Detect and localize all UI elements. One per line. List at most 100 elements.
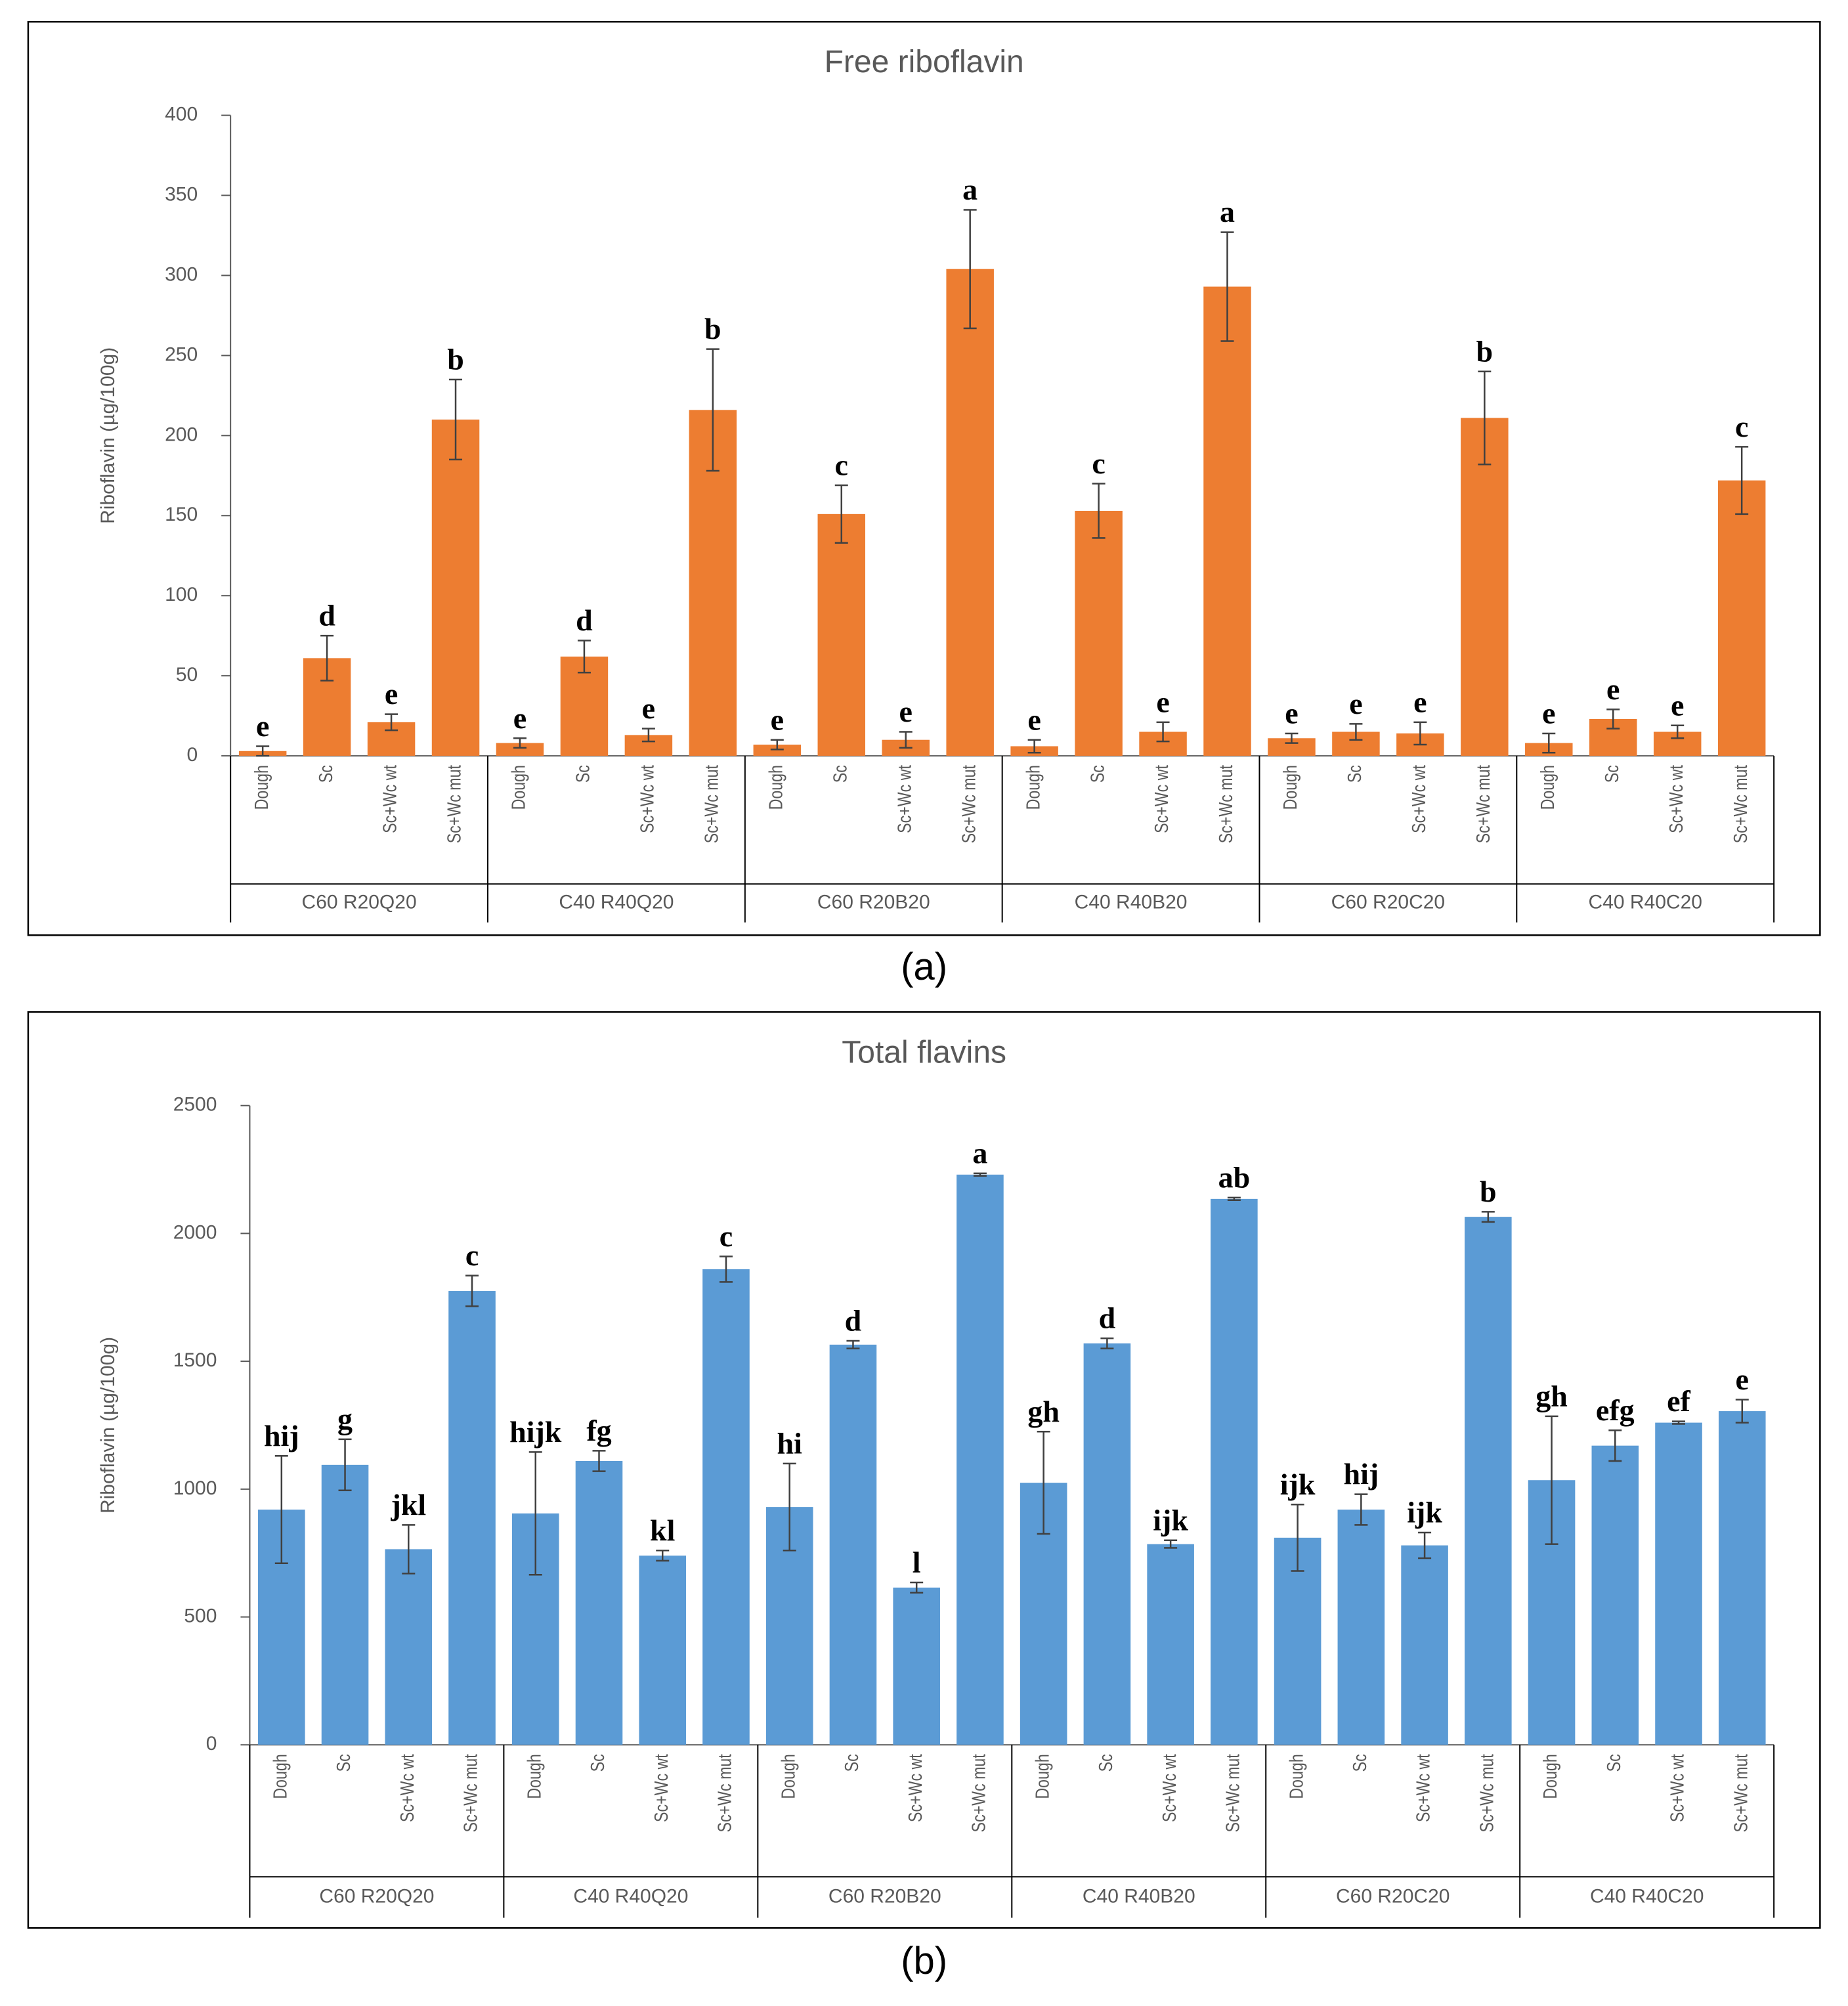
significance-label: l [913,1546,921,1579]
group-label: C40 R40Q20 [559,891,674,913]
significance-label: fg [586,1414,611,1447]
x-tick-label: Sc+Wc mut [958,764,979,843]
y-tick-label: 1500 [173,1349,217,1371]
significance-label: jkl [390,1488,426,1521]
x-tick-label: Sc+Wc mut [1222,1754,1243,1833]
bar [817,513,866,756]
significance-label: b [447,343,464,376]
significance-label: ijk [1407,1496,1442,1529]
bar [1337,1509,1385,1745]
significance-label: e [385,677,398,710]
bar [1203,286,1251,756]
x-tick-label: Dough [1279,765,1301,810]
x-tick-label: Dough [1031,1754,1053,1799]
bar [1083,1343,1131,1745]
x-tick-label: Sc+Wc wt [1665,764,1687,833]
significance-label: a [972,1136,987,1169]
x-tick-label: Sc+Wc wt [1408,764,1430,833]
significance-label: e [1671,688,1684,722]
x-tick-label: Dough [250,765,272,810]
bar [1465,1217,1512,1745]
x-tick-label: Sc [841,1754,863,1772]
significance-label: c [720,1219,733,1253]
x-tick-label: Sc [1344,765,1365,783]
bar [702,1269,750,1745]
significance-label: a [1220,195,1235,229]
y-tick-label: 2000 [173,1221,217,1243]
group-label: C60 R20C20 [1331,891,1445,913]
x-tick-label: Dough [269,1754,291,1799]
y-tick-label: 150 [165,504,198,525]
x-tick-label: Dough [777,1754,799,1799]
bar [956,1174,1004,1745]
y-tick-label: 400 [165,104,198,125]
x-tick-label: Sc+Wc mut [1730,1754,1751,1833]
significance-label: e [771,703,784,736]
x-tick-label: Sc [587,1754,609,1772]
significance-label: e [1736,1363,1749,1396]
significance-label: ijk [1153,1503,1188,1537]
significance-label: e [1156,685,1169,718]
bar [946,269,994,756]
significance-label: b [1480,1175,1497,1208]
y-tick-label: 500 [184,1605,217,1626]
chart-title: Free riboflavin [825,45,1024,79]
caption: (b) [901,1940,947,1982]
significance-label: ef [1667,1384,1690,1418]
group-label: C60 R20Q20 [302,891,417,913]
y-tick-label: 100 [165,584,198,605]
x-tick-label: Dough [1536,765,1558,810]
bar [1075,510,1123,756]
significance-label: e [642,691,655,725]
significance-label: d [845,1304,862,1338]
bar [893,1587,940,1745]
significance-label: e [1542,697,1555,730]
caption: (a) [901,946,947,988]
bar [829,1344,877,1745]
bar [1717,480,1766,756]
significance-label: e [1027,703,1041,736]
significance-label: a [962,173,978,206]
bar [1718,1411,1766,1745]
x-tick-label: Sc+Wc wt [396,1754,418,1822]
group-label: C40 R40B20 [1075,891,1188,913]
group-label: C60 R20B20 [828,1885,941,1907]
y-tick-label: 50 [176,664,198,686]
significance-label: e [256,709,269,743]
y-axis-label: Riboflavin (µg/100g) [97,347,119,524]
x-tick-label: Sc+Wc mut [460,1754,481,1833]
bar [575,1461,623,1745]
x-tick-label: Dough [1285,1754,1307,1799]
y-tick-label: 1000 [173,1477,217,1499]
bar [639,1556,687,1745]
bar [431,419,480,756]
x-tick-label: Sc+Wc mut [1215,764,1237,843]
x-tick-label: Sc+Wc wt [1412,1754,1434,1822]
x-tick-label: Sc [1086,765,1108,783]
y-tick-label: 200 [165,424,198,445]
x-tick-label: Sc [1601,765,1622,783]
significance-label: e [1606,672,1620,706]
significance-label: d [318,599,335,632]
significance-label: ijk [1280,1468,1316,1501]
significance-label: kl [650,1514,675,1547]
y-tick-label: 2500 [173,1094,217,1116]
group-label: C40 R40B20 [1083,1885,1195,1907]
y-tick-label: 300 [165,263,198,285]
x-tick-label: Sc+Wc mut [1729,764,1751,843]
significance-label: e [1285,697,1298,730]
bar [1401,1545,1448,1745]
significance-label: ab [1218,1160,1251,1194]
significance-label: gh [1536,1379,1568,1412]
group-label: C60 R20C20 [1336,1885,1450,1907]
x-tick-label: Sc+Wc wt [1666,1754,1688,1822]
bar [1655,1422,1702,1745]
significance-label: e [899,695,913,728]
bar [1147,1544,1194,1745]
group-label: C40 R40C20 [1589,891,1702,913]
y-tick-label: 250 [165,343,198,365]
chart-title: Total flavins [842,1035,1006,1070]
x-tick-label: Sc+Wc wt [636,764,658,833]
bar [1461,418,1509,756]
bar [448,1291,496,1745]
